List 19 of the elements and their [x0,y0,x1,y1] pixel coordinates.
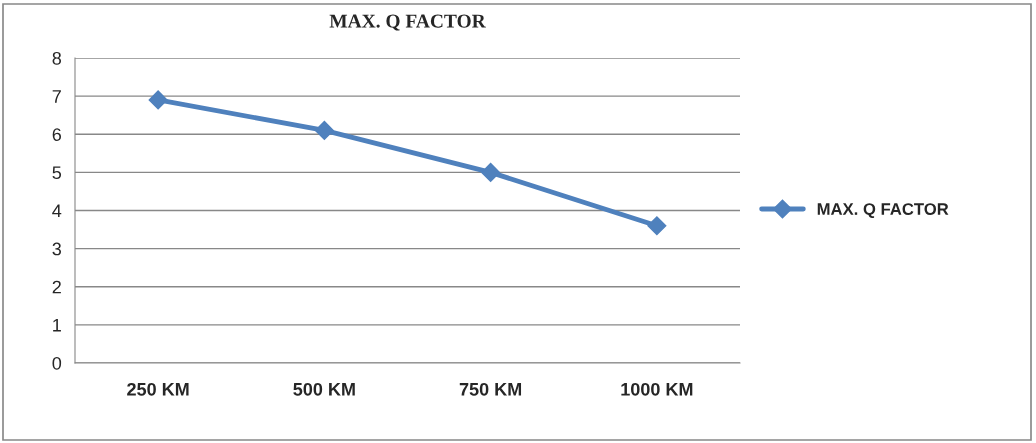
x-tick-label: 500 KM [293,382,355,396]
y-tick-label: 6 [52,128,62,141]
y-tick-label: 7 [52,90,61,103]
x-tick-label: 750 KM [459,382,522,396]
y-tick-label: 3 [52,242,62,256]
point [647,216,667,236]
point [481,162,501,182]
y-tick-label: 0 [52,356,62,370]
y-tick-label: 5 [52,166,62,180]
legend-label: MAX. Q FACTOR [817,203,949,219]
y-tick-label: 4 [52,204,62,218]
x-tick-label: 1000 KM [621,382,693,396]
chart-title: MAX. Q FACTOR [329,14,486,31]
y-tick-label: 8 [52,51,62,65]
point [148,90,168,110]
point [314,120,334,140]
y-tick-label: 2 [52,280,61,294]
y-tick-label: 1 [53,319,61,332]
x-tick-label: 250 KM [127,382,189,396]
